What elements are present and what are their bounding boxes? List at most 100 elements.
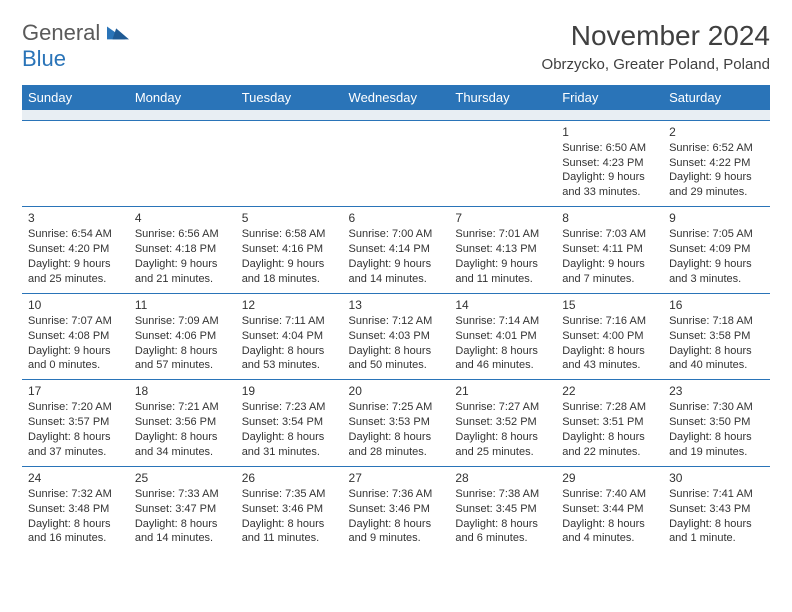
daylight-line: Daylight: 9 hours (242, 257, 337, 272)
daylight-line: Daylight: 9 hours (562, 257, 657, 272)
sunrise-line: Sunrise: 6:52 AM (669, 141, 764, 156)
day-number: 14 (455, 297, 550, 313)
daylight-line: Daylight: 8 hours (669, 430, 764, 445)
day-number: 8 (562, 210, 657, 226)
day-cell: 28Sunrise: 7:38 AMSunset: 3:45 PMDayligh… (449, 466, 556, 552)
sunset-line: Sunset: 3:54 PM (242, 415, 337, 430)
sunrise-line: Sunrise: 7:27 AM (455, 400, 550, 415)
day-number: 9 (669, 210, 764, 226)
sunrise-line: Sunrise: 7:21 AM (135, 400, 230, 415)
daylight-line: Daylight: 9 hours (669, 170, 764, 185)
sunset-line: Sunset: 4:18 PM (135, 242, 230, 257)
sunset-line: Sunset: 3:51 PM (562, 415, 657, 430)
daylight-line: and 34 minutes. (135, 445, 230, 460)
day-cell: 22Sunrise: 7:28 AMSunset: 3:51 PMDayligh… (556, 380, 663, 467)
sunrise-line: Sunrise: 7:23 AM (242, 400, 337, 415)
sunset-line: Sunset: 4:22 PM (669, 156, 764, 171)
daylight-line: Daylight: 8 hours (135, 344, 230, 359)
dow-thursday: Thursday (449, 85, 556, 110)
daylight-line: and 46 minutes. (455, 358, 550, 373)
daylight-line: Daylight: 8 hours (349, 517, 444, 532)
week-row: 1Sunrise: 6:50 AMSunset: 4:23 PMDaylight… (22, 120, 770, 207)
daylight-line: and 18 minutes. (242, 272, 337, 287)
logo: General Blue (22, 20, 129, 72)
daylight-line: Daylight: 9 hours (28, 257, 123, 272)
day-cell: 13Sunrise: 7:12 AMSunset: 4:03 PMDayligh… (343, 293, 450, 380)
sunrise-line: Sunrise: 7:20 AM (28, 400, 123, 415)
month-title: November 2024 (542, 20, 770, 52)
day-number: 16 (669, 297, 764, 313)
sunset-line: Sunset: 4:09 PM (669, 242, 764, 257)
day-cell: 14Sunrise: 7:14 AMSunset: 4:01 PMDayligh… (449, 293, 556, 380)
daylight-line: and 3 minutes. (669, 272, 764, 287)
dow-tuesday: Tuesday (236, 85, 343, 110)
daylight-line: Daylight: 8 hours (135, 430, 230, 445)
daylight-line: and 53 minutes. (242, 358, 337, 373)
day-number: 21 (455, 383, 550, 399)
daylight-line: and 31 minutes. (242, 445, 337, 460)
day-number: 22 (562, 383, 657, 399)
location: Obrzycko, Greater Poland, Poland (542, 56, 770, 73)
daylight-line: and 4 minutes. (562, 531, 657, 546)
sunset-line: Sunset: 3:46 PM (242, 502, 337, 517)
daylight-line: Daylight: 8 hours (562, 430, 657, 445)
daylight-line: and 22 minutes. (562, 445, 657, 460)
daylight-line: Daylight: 8 hours (28, 517, 123, 532)
sunrise-line: Sunrise: 6:54 AM (28, 227, 123, 242)
daylight-line: and 25 minutes. (455, 445, 550, 460)
day-cell: 24Sunrise: 7:32 AMSunset: 3:48 PMDayligh… (22, 466, 129, 552)
day-cell: 15Sunrise: 7:16 AMSunset: 4:00 PMDayligh… (556, 293, 663, 380)
daylight-line: and 7 minutes. (562, 272, 657, 287)
header: General Blue November 2024 Obrzycko, Gre… (22, 20, 770, 73)
daylight-line: and 33 minutes. (562, 185, 657, 200)
sunrise-line: Sunrise: 7:05 AM (669, 227, 764, 242)
daylight-line: Daylight: 8 hours (669, 517, 764, 532)
daylight-line: Daylight: 8 hours (242, 344, 337, 359)
empty-cell (22, 120, 129, 207)
sunrise-line: Sunrise: 6:56 AM (135, 227, 230, 242)
day-cell: 3Sunrise: 6:54 AMSunset: 4:20 PMDaylight… (22, 207, 129, 294)
daylight-line: and 16 minutes. (28, 531, 123, 546)
sunset-line: Sunset: 4:08 PM (28, 329, 123, 344)
sunset-line: Sunset: 4:20 PM (28, 242, 123, 257)
day-number: 4 (135, 210, 230, 226)
day-number: 13 (349, 297, 444, 313)
empty-cell (449, 120, 556, 207)
dow-saturday: Saturday (663, 85, 770, 110)
daylight-line: Daylight: 8 hours (135, 517, 230, 532)
day-number: 18 (135, 383, 230, 399)
sunset-line: Sunset: 3:57 PM (28, 415, 123, 430)
daylight-line: Daylight: 8 hours (562, 344, 657, 359)
day-cell: 30Sunrise: 7:41 AMSunset: 3:43 PMDayligh… (663, 466, 770, 552)
day-cell: 19Sunrise: 7:23 AMSunset: 3:54 PMDayligh… (236, 380, 343, 467)
day-cell: 7Sunrise: 7:01 AMSunset: 4:13 PMDaylight… (449, 207, 556, 294)
sunrise-line: Sunrise: 7:14 AM (455, 314, 550, 329)
daylight-line: Daylight: 8 hours (28, 430, 123, 445)
daylight-line: Daylight: 8 hours (562, 517, 657, 532)
day-cell: 5Sunrise: 6:58 AMSunset: 4:16 PMDaylight… (236, 207, 343, 294)
day-number: 5 (242, 210, 337, 226)
logo-word2: Blue (22, 46, 66, 71)
sunset-line: Sunset: 3:50 PM (669, 415, 764, 430)
week-row: 3Sunrise: 6:54 AMSunset: 4:20 PMDaylight… (22, 207, 770, 294)
day-cell: 8Sunrise: 7:03 AMSunset: 4:11 PMDaylight… (556, 207, 663, 294)
sunset-line: Sunset: 3:58 PM (669, 329, 764, 344)
sunset-line: Sunset: 3:44 PM (562, 502, 657, 517)
daylight-line: Daylight: 8 hours (349, 430, 444, 445)
week-row: 17Sunrise: 7:20 AMSunset: 3:57 PMDayligh… (22, 380, 770, 467)
sunrise-line: Sunrise: 7:03 AM (562, 227, 657, 242)
daylight-line: Daylight: 8 hours (349, 344, 444, 359)
daylight-line: Daylight: 9 hours (349, 257, 444, 272)
sunrise-line: Sunrise: 7:33 AM (135, 487, 230, 502)
sunset-line: Sunset: 4:11 PM (562, 242, 657, 257)
daylight-line: Daylight: 8 hours (242, 430, 337, 445)
day-cell: 20Sunrise: 7:25 AMSunset: 3:53 PMDayligh… (343, 380, 450, 467)
day-cell: 9Sunrise: 7:05 AMSunset: 4:09 PMDaylight… (663, 207, 770, 294)
dow-wednesday: Wednesday (343, 85, 450, 110)
day-cell: 21Sunrise: 7:27 AMSunset: 3:52 PMDayligh… (449, 380, 556, 467)
day-number: 25 (135, 470, 230, 486)
day-cell: 10Sunrise: 7:07 AMSunset: 4:08 PMDayligh… (22, 293, 129, 380)
sunset-line: Sunset: 3:53 PM (349, 415, 444, 430)
day-cell: 16Sunrise: 7:18 AMSunset: 3:58 PMDayligh… (663, 293, 770, 380)
sunset-line: Sunset: 3:48 PM (28, 502, 123, 517)
